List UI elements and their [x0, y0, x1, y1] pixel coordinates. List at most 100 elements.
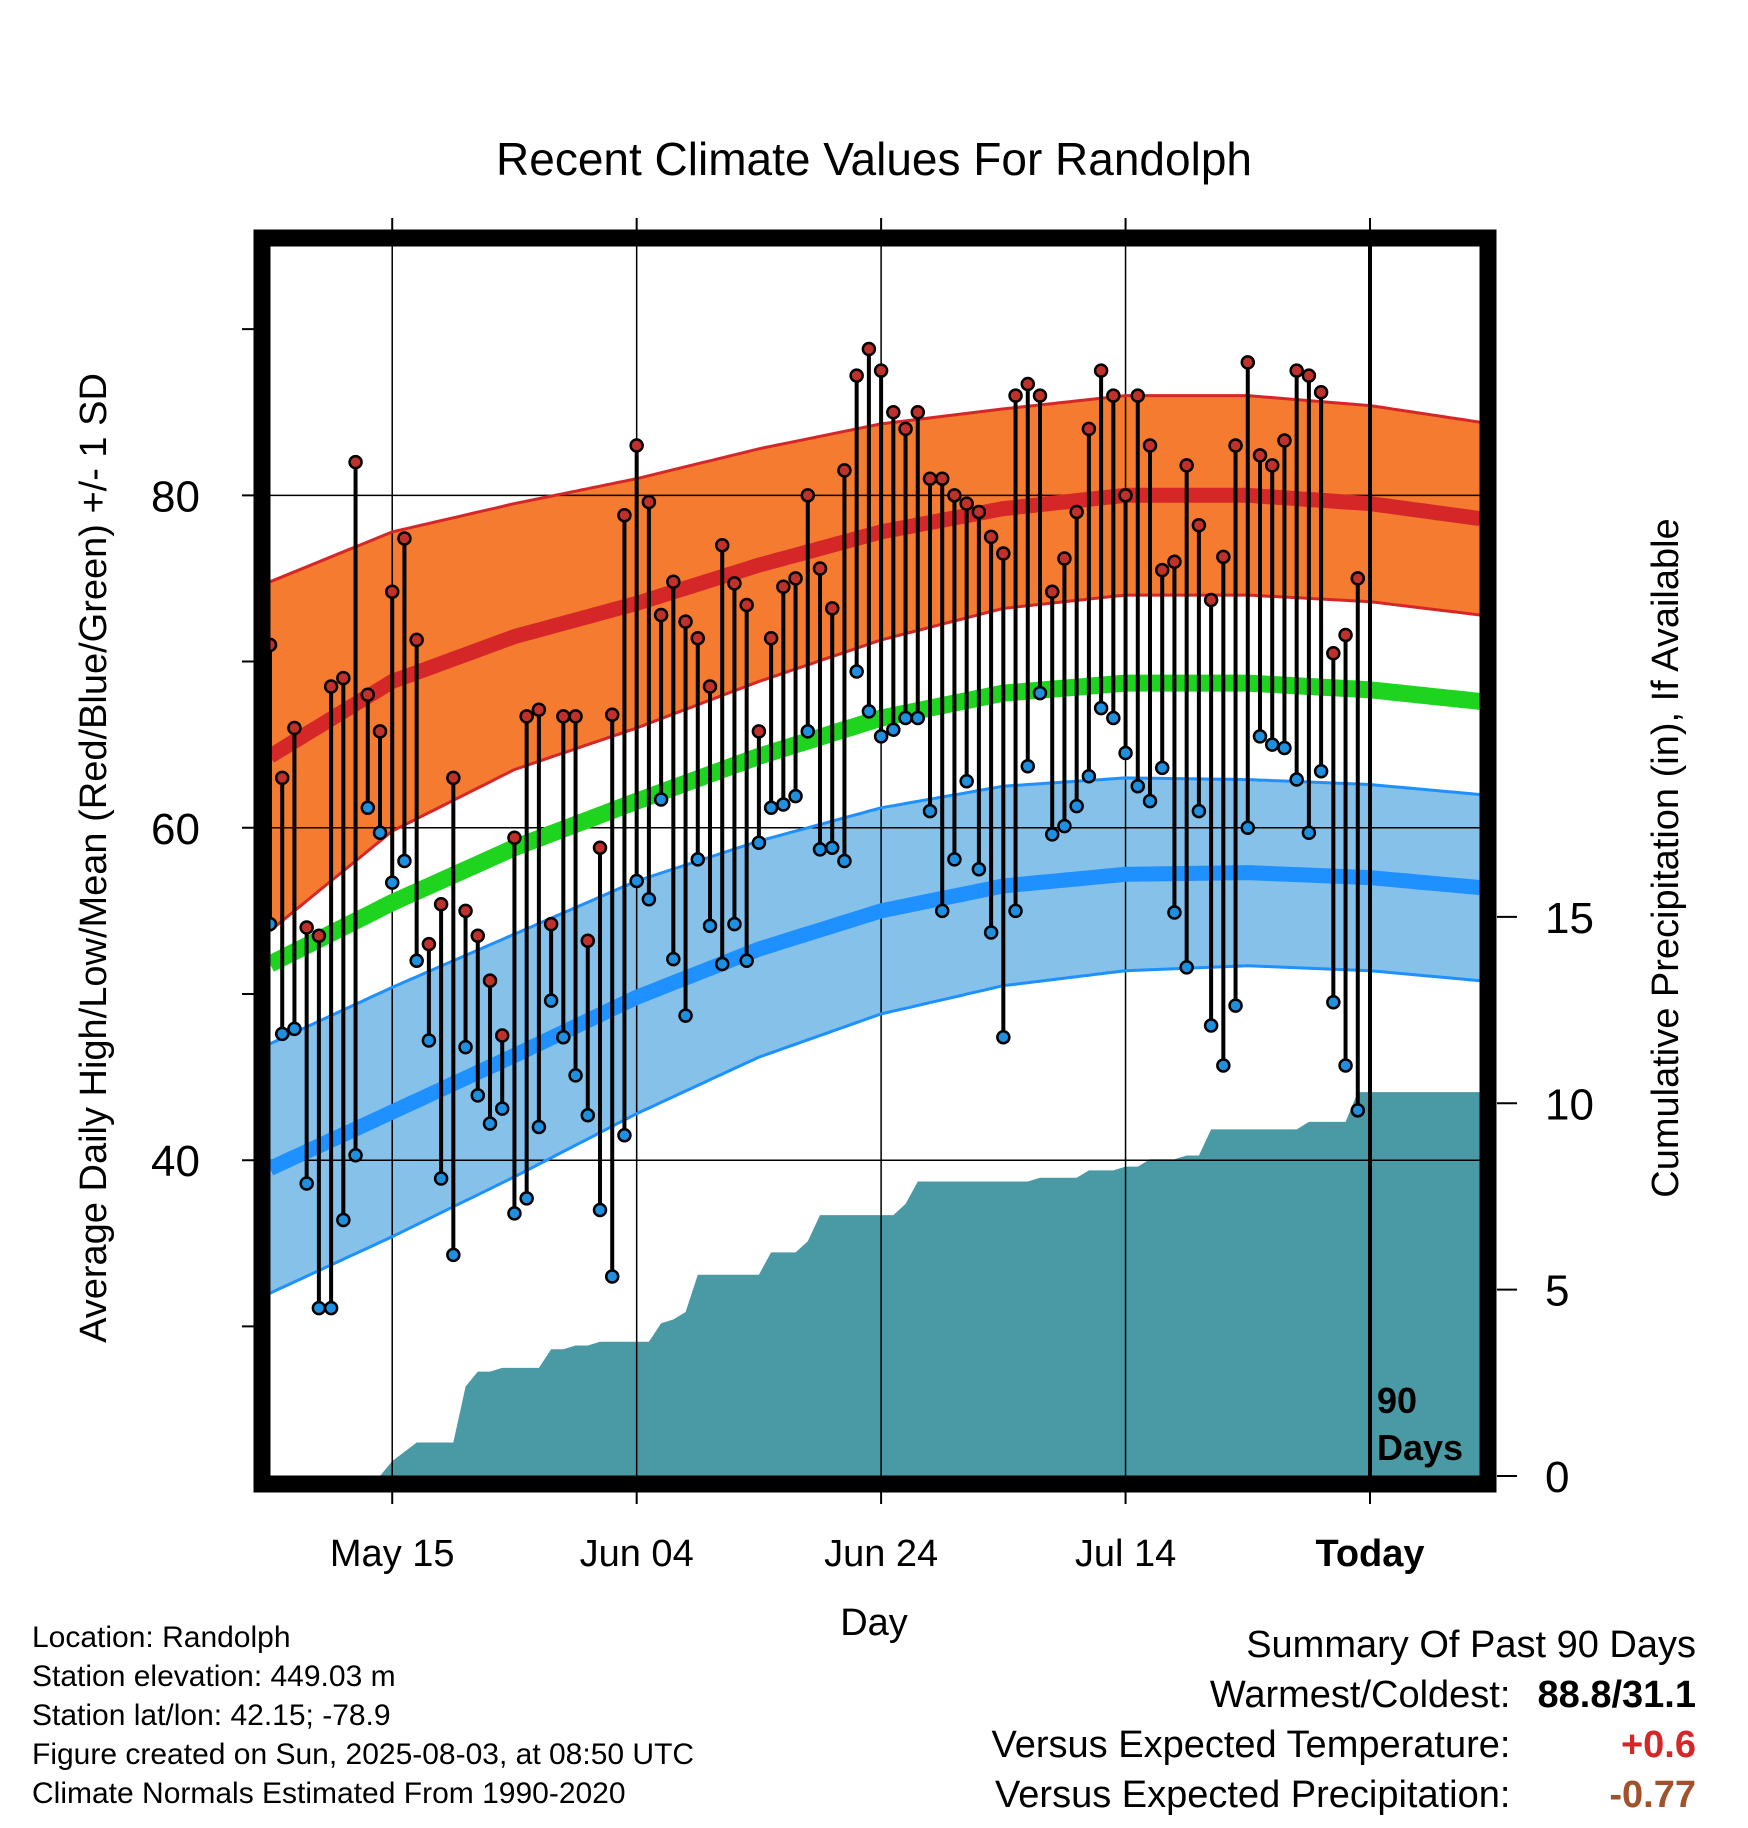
daily-high-point — [1313, 385, 1329, 400]
daily-low-point — [812, 842, 828, 857]
normal-lines — [266, 394, 1481, 1295]
daily-high-point — [983, 529, 999, 545]
daily-low-point — [1191, 803, 1207, 819]
daily-low-point — [751, 835, 767, 850]
daily-observations — [262, 341, 1366, 1316]
temp-anomaly-value: +0.6 — [1620, 1724, 1696, 1766]
daily-high-point — [971, 504, 987, 520]
daily-high-point — [898, 421, 913, 437]
daily-high-point — [1081, 421, 1097, 437]
y2-tick-label: 0 — [1545, 1453, 1569, 1502]
daily-low-point — [800, 724, 816, 739]
daily-low-point — [543, 993, 559, 1008]
daily-high-point — [702, 679, 718, 694]
daily-low-point — [996, 1029, 1011, 1045]
daily-low-point — [1130, 778, 1146, 794]
daily-high-point — [433, 896, 449, 912]
daily-low-point — [580, 1108, 596, 1123]
daily-low-point — [849, 664, 864, 679]
x-tick-label: Today — [1315, 1533, 1424, 1575]
y2-tick-label: 10 — [1545, 1080, 1594, 1129]
frame-border — [253, 229, 1497, 1493]
daily-low-point — [837, 853, 852, 869]
daily-low-point — [531, 1119, 547, 1135]
daily-low-point — [446, 1247, 461, 1263]
daily-low-point — [922, 803, 938, 819]
daily-high-point — [996, 546, 1011, 561]
daily-high-point — [1106, 388, 1121, 403]
y-axis-label: Average Daily High/Low/Mean (Red/Blue/Gr… — [73, 373, 115, 1343]
daily-high-point — [1154, 562, 1170, 578]
x-tick-label: May 15 — [330, 1533, 455, 1575]
low-upper-edge — [269, 776, 1481, 1046]
daily-high-point — [800, 488, 816, 503]
daily-low-point — [1057, 818, 1072, 834]
daily-low-point — [934, 903, 950, 919]
daily-high-point — [653, 607, 669, 623]
daily-low-point — [421, 1033, 437, 1048]
x-axis-label: Day — [840, 1602, 908, 1644]
daily-low-point — [458, 1039, 473, 1055]
daily-low-point — [763, 800, 779, 816]
daily-high-point — [824, 601, 840, 616]
daily-low-point — [274, 1026, 290, 1042]
daily-low-point — [1081, 768, 1097, 784]
daily-low-point — [1350, 1103, 1366, 1118]
daily-high-point — [348, 454, 363, 470]
daily-high-point — [617, 508, 632, 523]
daily-high-point — [446, 770, 461, 786]
precip-anomaly-value: -0.77 — [1609, 1774, 1696, 1816]
daily-low-point — [287, 1021, 302, 1037]
daily-high-point — [336, 670, 351, 686]
daily-high-point — [1338, 627, 1353, 643]
daily-high-point — [372, 724, 388, 739]
daily-high-point — [274, 770, 290, 786]
daily-high-point — [397, 531, 412, 546]
daily-low-point — [1032, 685, 1048, 701]
daily-high-point — [886, 404, 901, 420]
summary-title: Summary Of Past 90 Days — [1246, 1624, 1696, 1666]
x-tick-label: Jun 04 — [580, 1533, 694, 1575]
daily-low-point — [739, 953, 754, 968]
normal-low-line — [266, 865, 1481, 1176]
daily-high-point — [421, 936, 437, 952]
daily-high-point — [470, 928, 486, 944]
axis-ticks: May 15 Jun 04 Jun 24 Jul 14 Today 40 60 80 0 5 10 1… — [151, 218, 1594, 1575]
daily-high-point — [384, 584, 400, 599]
daily-low-point — [397, 853, 412, 869]
daily-high-point — [1008, 388, 1023, 403]
warm-cold-row: Warmest/Coldest: 88.8/31.1 — [796, 1670, 1696, 1720]
daily-low-point — [1338, 1058, 1353, 1073]
daily-low-point — [1277, 740, 1292, 756]
daily-low-point — [1216, 1058, 1231, 1073]
daily-high-point — [323, 679, 339, 694]
normal-mean-line — [266, 674, 1481, 972]
daily-low-point — [971, 862, 987, 877]
high-sd-band — [270, 395, 1480, 931]
daily-low-point — [1069, 798, 1084, 814]
daily-low-point — [1252, 729, 1268, 744]
daily-low-point — [384, 875, 400, 890]
daily-low-point — [299, 1176, 314, 1191]
created-text: Figure created on Sun, 2025-08-03, at 08… — [32, 1738, 695, 1771]
daily-low-point — [1106, 710, 1121, 726]
daily-high-point — [690, 631, 706, 646]
high-upper-edge — [269, 394, 1481, 584]
daily-high-point — [861, 341, 877, 357]
daily-high-point — [494, 1028, 510, 1043]
precip-anomaly-label: Versus Expected Precipitation: — [995, 1774, 1511, 1816]
daily-low-point — [519, 1191, 534, 1206]
daily-high-point — [751, 724, 767, 739]
low-lower-edge — [269, 964, 1481, 1295]
daily-low-point — [470, 1088, 486, 1103]
daily-high-point — [922, 471, 938, 486]
daily-low-point — [360, 800, 376, 816]
daily-low-point — [1179, 960, 1194, 975]
daily-low-point — [1142, 793, 1158, 809]
daily-low-point — [653, 792, 669, 807]
daily-high-point — [629, 438, 644, 453]
daily-high-point — [604, 707, 620, 722]
plot-frame — [253, 229, 1497, 1493]
daily-high-point — [763, 631, 779, 646]
daily-low-point — [861, 704, 877, 719]
